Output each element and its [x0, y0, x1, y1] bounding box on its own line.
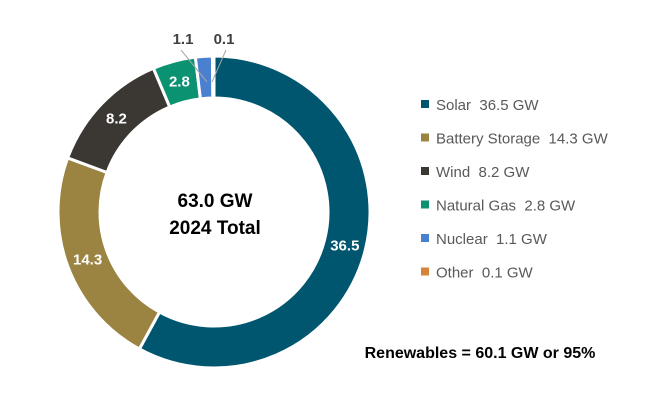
center-total: 63.0 GW — [178, 191, 253, 212]
legend-item: Other 0.1 GW — [436, 265, 534, 282]
data-label: 36.5 — [330, 237, 359, 254]
data-label: 0.1 — [214, 31, 235, 48]
data-label: 8.2 — [106, 111, 127, 128]
legend-item: Solar 36.5 GW — [436, 97, 539, 114]
legend-item: Natural Gas 2.8 GW — [436, 198, 576, 215]
slice-other — [210, 54, 216, 100]
legend-item: Wind 8.2 GW — [436, 164, 530, 181]
leader-line — [180, 49, 208, 83]
legend-marker — [421, 267, 429, 276]
slice-solar — [137, 54, 372, 370]
legend-marker — [421, 100, 429, 108]
legend-marker — [421, 234, 429, 242]
legend-item: Battery Storage 14.3 GW — [436, 131, 609, 148]
legend-marker — [421, 200, 429, 209]
data-label: 1.1 — [173, 31, 194, 48]
center-year: 2024 Total — [169, 218, 261, 239]
legend-marker — [421, 167, 429, 175]
renewables-annotation: Renewables = 60.1 GW or 95% — [365, 345, 596, 362]
legend-item: Nuclear 1.1 GW — [436, 231, 548, 248]
legend-marker — [421, 133, 429, 142]
leader-line — [211, 49, 227, 83]
data-label: 2.8 — [169, 74, 190, 91]
data-label: 14.3 — [73, 251, 102, 268]
